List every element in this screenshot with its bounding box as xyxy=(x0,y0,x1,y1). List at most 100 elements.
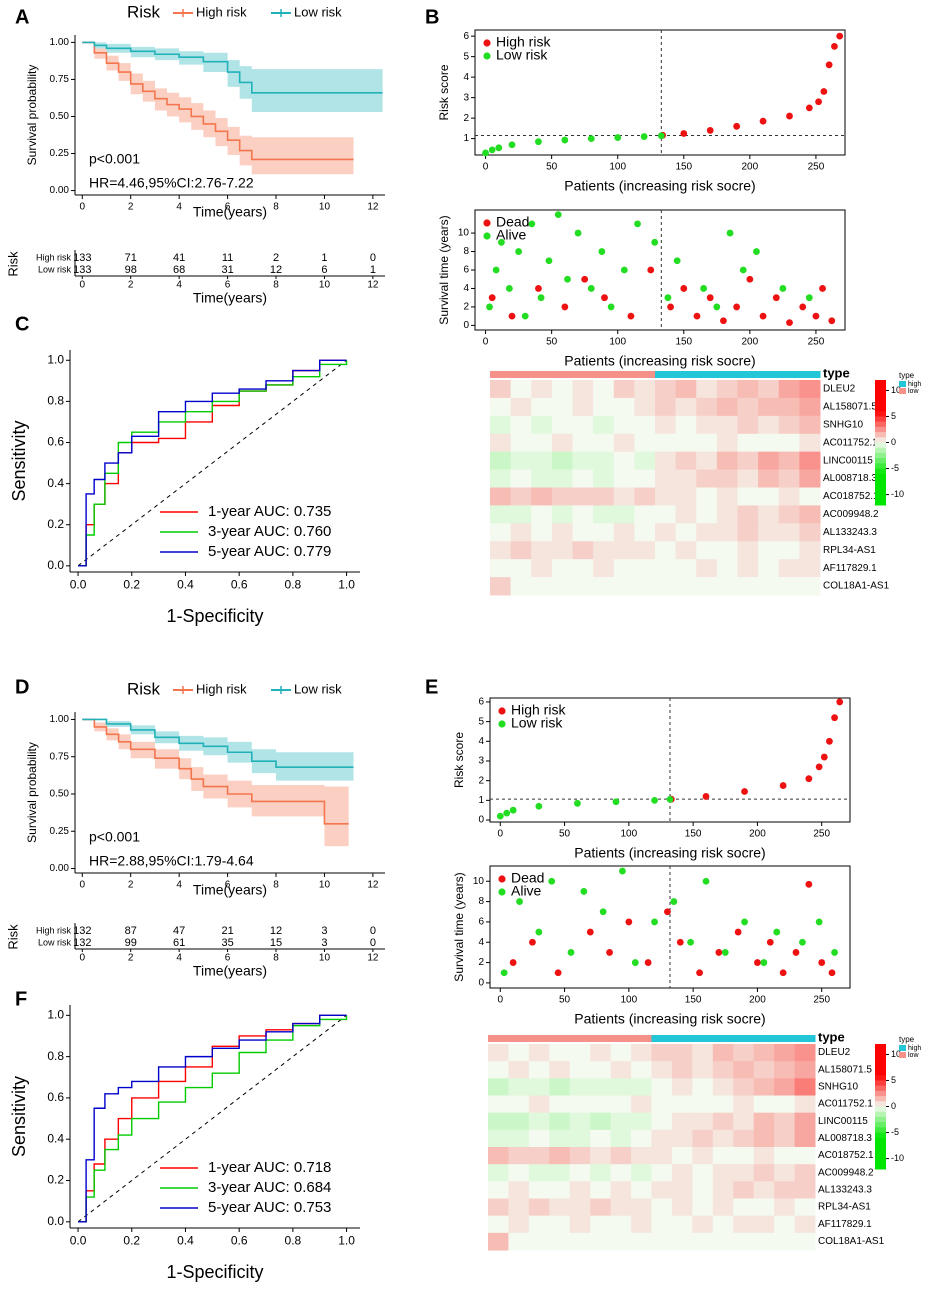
legend-title: Risk xyxy=(127,2,161,21)
y-tick-label: 0.00 xyxy=(50,863,70,874)
heatmap-cell xyxy=(794,1215,816,1234)
point xyxy=(825,61,833,69)
point xyxy=(786,112,793,120)
heatmap-cell xyxy=(549,1095,571,1114)
legend-label: High risk xyxy=(511,702,566,718)
heatmap-cell xyxy=(774,1232,796,1251)
point xyxy=(651,796,658,804)
heatmap-cell xyxy=(490,487,512,506)
heatmap-cell xyxy=(778,487,800,506)
row-label: AL133243.3 xyxy=(823,527,877,538)
heatmap-cell xyxy=(651,1095,673,1114)
heatmap-cell xyxy=(508,1112,530,1131)
heatmap-cell xyxy=(610,1044,632,1062)
heatmap-cell xyxy=(569,1129,591,1148)
legend-label: Low risk xyxy=(511,715,563,731)
colorbar-step xyxy=(875,1158,886,1165)
heatmap-cell xyxy=(799,469,821,488)
heatmap-cell xyxy=(488,1198,509,1217)
heatmap-cell xyxy=(569,1078,591,1096)
heatmap-cell xyxy=(692,1164,714,1182)
point xyxy=(720,317,727,325)
heatmap-cell xyxy=(569,1061,591,1079)
point xyxy=(805,294,813,302)
heatmap-cell xyxy=(737,559,759,578)
heatmap-cell xyxy=(733,1232,755,1251)
point xyxy=(495,144,503,152)
heatmap-cell xyxy=(590,1095,612,1114)
heatmap-cell xyxy=(528,1181,550,1199)
heatmap-cell xyxy=(774,1095,796,1114)
risk-table-tick-label: 12 xyxy=(367,280,379,291)
colorbar-step xyxy=(875,421,886,428)
colorbar-step xyxy=(875,1116,886,1123)
point xyxy=(657,132,665,140)
colorbar-step xyxy=(875,1106,886,1113)
heatmap-cell xyxy=(634,469,656,488)
heatmap-cell xyxy=(692,1147,714,1165)
y-tick-label: 3 xyxy=(463,92,469,103)
point xyxy=(488,146,496,154)
legend-label: 5-year AUC: 0.779 xyxy=(208,543,331,560)
y-tick-label: 10 xyxy=(458,228,470,239)
point xyxy=(486,303,493,311)
legend-label: Alive xyxy=(496,227,527,243)
heatmap-cell xyxy=(569,1164,591,1182)
point xyxy=(799,938,806,946)
point xyxy=(498,238,505,246)
heatmap-cell xyxy=(712,1112,734,1131)
heatmap-cell xyxy=(572,541,594,560)
point xyxy=(598,248,606,255)
point xyxy=(799,303,807,311)
heatmap-cell xyxy=(696,541,718,560)
heatmap-cell xyxy=(737,451,759,471)
heatmap-cell xyxy=(634,541,656,560)
heatmap-cell xyxy=(675,505,697,524)
heatmap-cell xyxy=(712,1164,734,1182)
colorbar-step xyxy=(875,380,886,386)
heatmap-cell xyxy=(631,1078,652,1096)
heatmap-cell xyxy=(696,415,718,435)
heatmap-cell xyxy=(528,1061,550,1079)
y-tick-label: 0.50 xyxy=(50,789,70,800)
heatmap-cell xyxy=(531,433,553,453)
heatmap-cell xyxy=(569,1198,591,1217)
heatmap-cell xyxy=(634,487,656,506)
x-axis-title: Patients (increasing risk socre) xyxy=(574,1011,765,1027)
heatmap-cell xyxy=(758,559,780,578)
point xyxy=(564,275,571,283)
heatmap-cell xyxy=(671,1112,693,1131)
y-tick-label: 4 xyxy=(478,937,484,948)
point xyxy=(667,303,674,311)
heatmap-cell xyxy=(531,487,553,506)
heatmap-cell xyxy=(651,1215,673,1234)
legend-label: high xyxy=(908,1045,921,1052)
annotation: HR=4.46,95%CI:2.76-7.22 xyxy=(89,175,254,191)
y-tick-label: 0.00 xyxy=(50,185,70,196)
heatmap-cell xyxy=(758,433,780,453)
heatmap-cell xyxy=(675,415,697,435)
y-tick-label: 1.0 xyxy=(47,352,64,366)
point xyxy=(535,802,543,810)
row-label: AF117829.1 xyxy=(823,563,877,574)
point xyxy=(528,220,536,228)
annotation: p<0.001 xyxy=(89,829,140,845)
x-tick-label: 50 xyxy=(559,995,571,1006)
heatmap-cell xyxy=(490,469,512,488)
heatmap-cell xyxy=(696,523,718,542)
heatmap-cell xyxy=(569,1095,591,1114)
heatmap-cell xyxy=(733,1164,755,1182)
survival-curve xyxy=(82,41,383,94)
heatmap-cell xyxy=(692,1095,714,1114)
heatmap-cell xyxy=(675,541,697,560)
heatmap-cell xyxy=(510,577,532,596)
heatmap-cell xyxy=(655,380,677,399)
colorbar-step xyxy=(875,1080,886,1087)
point xyxy=(664,908,671,916)
group-annotation xyxy=(753,1035,775,1042)
colorbar-step xyxy=(875,390,886,397)
colorbar-step xyxy=(875,494,886,501)
risk-table-tick-label: 0 xyxy=(79,953,85,964)
heatmap-cell xyxy=(716,505,738,524)
